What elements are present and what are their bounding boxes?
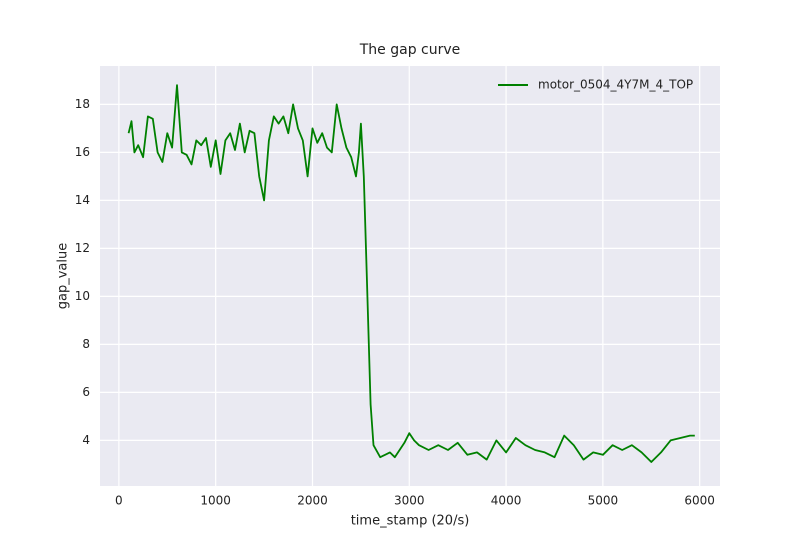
y-tick-label: 8 [82, 337, 90, 351]
x-tick-label: 1000 [200, 494, 231, 508]
y-tick-label: 12 [75, 241, 90, 255]
x-tick-label: 3000 [394, 494, 425, 508]
x-tick-label: 0 [115, 494, 123, 508]
x-tick-label: 2000 [297, 494, 328, 508]
y-tick-label: 4 [82, 433, 90, 447]
y-tick-label: 16 [75, 145, 90, 159]
chart-title: The gap curve [359, 42, 461, 58]
y-axis-label: gap_value [56, 243, 71, 309]
y-tick-label: 10 [75, 289, 90, 303]
x-tick-label: 5000 [588, 494, 619, 508]
legend-label: motor_0504_4Y7M_4_TOP [538, 78, 693, 92]
y-tick-label: 18 [75, 97, 90, 111]
x-axis-label: time_stamp (20/s) [351, 514, 470, 529]
y-tick-label: 14 [75, 193, 90, 207]
plot-area [100, 66, 720, 486]
x-tick-label: 6000 [684, 494, 715, 508]
line [127, 84, 695, 463]
x-tick-label: 4000 [491, 494, 522, 508]
y-tick-label: 6 [82, 385, 90, 399]
